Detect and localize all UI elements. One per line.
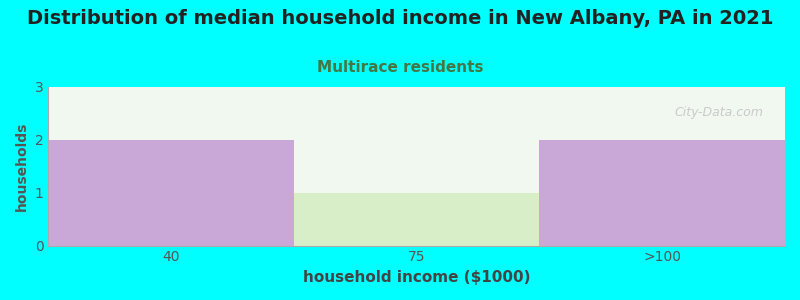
Text: Distribution of median household income in New Albany, PA in 2021: Distribution of median household income … [26, 9, 774, 28]
Text: City-Data.com: City-Data.com [674, 106, 763, 118]
X-axis label: household income ($1000): household income ($1000) [303, 270, 530, 285]
Text: Multirace residents: Multirace residents [317, 60, 483, 75]
Bar [539, 140, 785, 246]
Bar [48, 140, 294, 246]
Y-axis label: households: households [15, 122, 29, 211]
Bar [294, 193, 539, 246]
